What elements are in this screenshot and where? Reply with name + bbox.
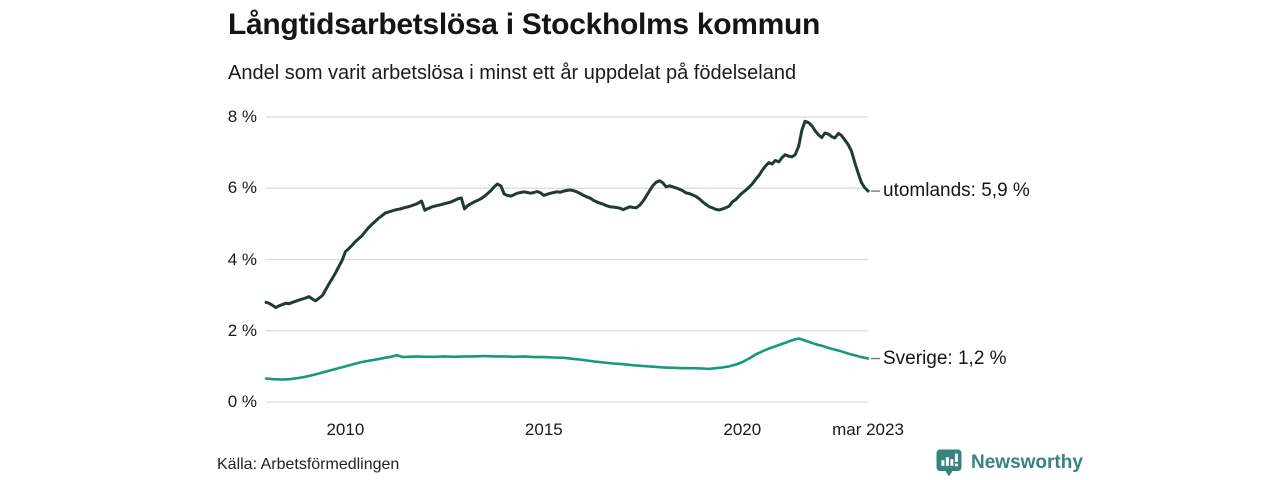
chart-subtitle: Andel som varit arbetslösa i minst ett å… [228, 62, 797, 84]
y-axis-label-2: 2 % [227, 320, 257, 340]
x-axis-label-2010: 2010 [326, 420, 365, 439]
x-axis-label-mar-2023: mar 2023 [832, 420, 904, 439]
series-end-label-utomlands: utomlands: 5,9 % [883, 180, 1030, 202]
series-end-label-Sverige: Sverige: 1,2 % [883, 347, 1007, 369]
newsworthy-brand: Newsworthy [936, 449, 1083, 477]
series-line-Sverige [264, 337, 870, 381]
y-axis-label-6: 6 % [227, 178, 257, 198]
newsworthy-wordmark: Newsworthy [971, 452, 1083, 473]
x-axis-label-2020: 2020 [723, 420, 762, 439]
series-line-utomlands [264, 119, 870, 310]
y-axis-label-4: 4 % [227, 249, 257, 269]
y-axis-label-0: 0 % [227, 392, 257, 411]
chart-title: Långtidsarbetslösa i Stockholms kommun [228, 8, 821, 41]
source-note: Källa: Arbetsförmedlingen [217, 456, 400, 473]
y-axis-label-8: 8 % [227, 107, 257, 126]
newsworthy-logo-icon [936, 449, 962, 477]
x-axis-label-2015: 2015 [524, 420, 563, 439]
